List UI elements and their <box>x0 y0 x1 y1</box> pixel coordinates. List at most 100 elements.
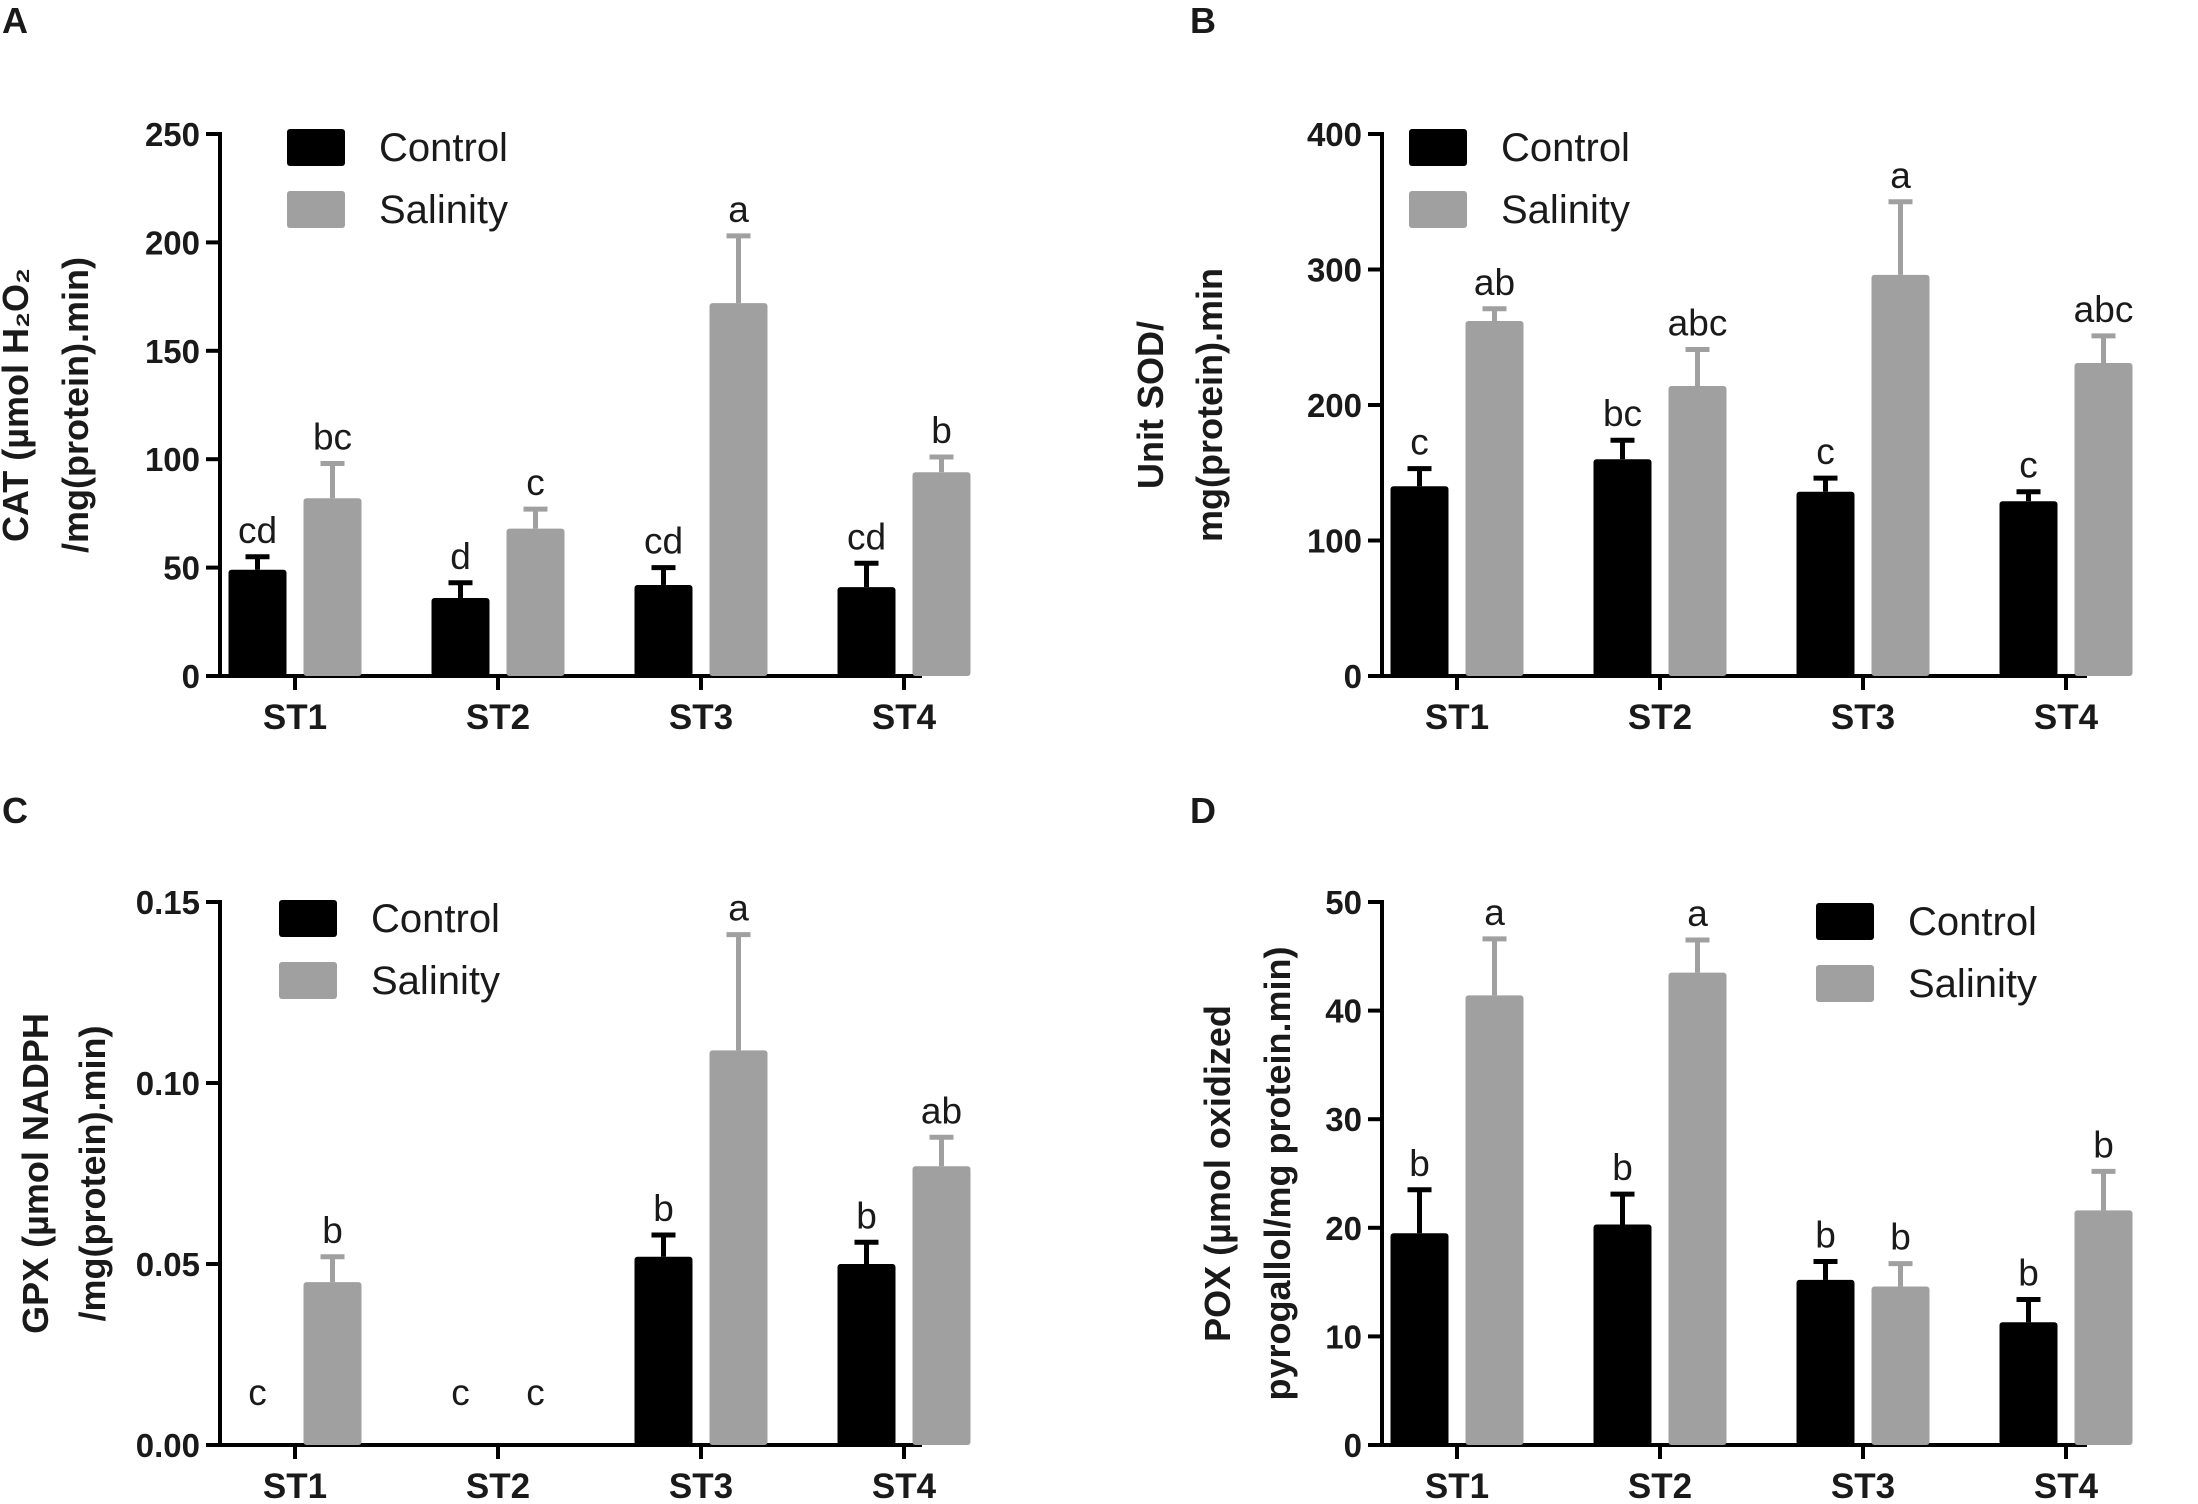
bar-salinity <box>506 528 565 676</box>
legend-label-salinity: Salinity <box>379 188 508 232</box>
y-tick-label: 50 <box>163 550 200 587</box>
x-tick-label: ST4 <box>872 698 937 737</box>
y-tick-label: 40 <box>1325 993 1362 1030</box>
bar-salinity <box>1668 972 1727 1445</box>
significance-label: cd <box>238 510 277 551</box>
y-tick-label: 0.10 <box>136 1065 200 1102</box>
significance-label: c <box>1410 422 1429 463</box>
y-tick-label: 50 <box>1325 884 1362 921</box>
y-axis-title: Unit SOD/ <box>1130 321 1171 489</box>
bar-control <box>1999 1322 2058 1445</box>
legend-swatch-control <box>1816 903 1874 940</box>
x-tick-label: ST1 <box>1425 698 1489 737</box>
y-tick-label: 200 <box>145 224 200 261</box>
significance-label: abc <box>1668 302 1728 343</box>
bar-salinity <box>1465 320 1524 676</box>
legend-label-control: Control <box>1501 126 1630 170</box>
x-tick-label: ST3 <box>1831 698 1895 737</box>
significance-label: b <box>653 1188 674 1229</box>
x-tick-label: ST3 <box>1831 1467 1895 1504</box>
legend-swatch-control <box>1409 129 1467 166</box>
bar-salinity <box>303 1282 362 1445</box>
significance-label: ab <box>1474 262 1515 303</box>
bar-control <box>1796 491 1855 676</box>
y-axis-title: /mg(protein).min) <box>72 1026 113 1322</box>
bar-salinity <box>709 303 768 676</box>
x-tick-label: ST2 <box>466 1467 530 1504</box>
x-tick-label: ST1 <box>263 698 327 737</box>
bar-salinity <box>2074 1210 2133 1445</box>
x-tick-label: ST1 <box>263 1467 327 1504</box>
bar-control <box>1999 501 2058 676</box>
y-tick-label: 400 <box>1307 116 1362 153</box>
bar-control <box>1593 459 1652 676</box>
x-tick-label: ST2 <box>1628 698 1692 737</box>
legend-swatch-salinity <box>279 962 337 999</box>
panel-d: D 0 10 20 30 40 50 ST1 ST2 ST3 ST4 POX (µmol oxidiz… <box>1190 790 2133 1504</box>
panel-b: B 0 100 200 300 400 ST1 ST2 ST3 ST4 Unit SOD/mg(pr… <box>1130 0 2133 737</box>
y-axis-title: mg(protein).min <box>1189 268 1230 542</box>
legend-swatch-salinity <box>1409 191 1467 228</box>
y-tick-label: 200 <box>1307 387 1362 424</box>
significance-label: cd <box>847 516 886 557</box>
panel-letter: A <box>2 0 28 41</box>
bar-control <box>634 1256 693 1445</box>
panel-letter: C <box>2 790 28 831</box>
x-tick-label: ST1 <box>1425 1467 1489 1504</box>
significance-label: a <box>1484 892 1505 933</box>
significance-label: c <box>1816 431 1835 472</box>
bar-control <box>1796 1279 1855 1445</box>
y-axis-title: GPX (µmol NADPH <box>15 1013 56 1334</box>
significance-label: abc <box>2074 289 2134 330</box>
x-tick-label: ST3 <box>669 698 733 737</box>
y-tick-label: 0.15 <box>136 884 200 921</box>
y-tick-label: 20 <box>1325 1210 1362 1247</box>
bar-salinity <box>709 1050 768 1445</box>
bar-control <box>228 569 287 676</box>
y-tick-label: 0 <box>1344 1427 1362 1464</box>
significance-label: bc <box>313 417 352 458</box>
y-tick-label: 300 <box>1307 252 1362 289</box>
legend-swatch-control <box>279 900 337 937</box>
significance-label: b <box>1890 1217 1911 1258</box>
significance-label: c <box>526 462 545 503</box>
y-tick-label: 0.05 <box>136 1246 200 1283</box>
y-axis-title: pyrogallol/mg protein.min) <box>1257 946 1298 1400</box>
x-tick-label: ST3 <box>669 1467 733 1504</box>
significance-label: b <box>1612 1147 1633 1188</box>
panel-letter: B <box>1190 0 1216 41</box>
y-tick-label: 100 <box>145 441 200 478</box>
x-tick-label: ST4 <box>2034 698 2099 737</box>
significance-label: b <box>931 410 952 451</box>
legend-label-control: Control <box>371 897 500 941</box>
bar-salinity <box>1871 274 1930 676</box>
x-tick-label: ST4 <box>2034 1467 2099 1504</box>
bar-salinity <box>1871 1286 1930 1445</box>
significance-label: b <box>322 1210 343 1251</box>
significance-label: a <box>728 189 749 230</box>
bar-salinity <box>1668 386 1727 676</box>
significance-label: a <box>1890 155 1911 196</box>
legend-label-control: Control <box>1908 900 2037 944</box>
bar-salinity <box>303 498 362 676</box>
legend-swatch-salinity <box>1816 965 1874 1002</box>
significance-label: b <box>2093 1124 2114 1165</box>
panel-a: A 0 50 100 150 200 250 ST1 ST2 ST3 ST4 CAT (µmol H₂… <box>0 0 971 737</box>
y-tick-label: 100 <box>1307 523 1362 560</box>
legend-swatch-control <box>287 129 345 166</box>
significance-label: bc <box>1603 393 1642 434</box>
bar-salinity <box>912 472 971 676</box>
significance-label: c <box>451 1372 470 1413</box>
y-axis-title: POX (µmol oxidized <box>1197 1005 1238 1342</box>
legend-label-salinity: Salinity <box>371 959 500 1003</box>
bar-salinity <box>2074 362 2133 676</box>
bar-control <box>634 584 693 676</box>
bar-control <box>837 587 896 676</box>
significance-label: cd <box>644 521 683 562</box>
y-tick-label: 0 <box>182 658 200 695</box>
significance-label: b <box>2018 1252 2039 1293</box>
significance-label: c <box>526 1372 545 1413</box>
legend-swatch-salinity <box>287 191 345 228</box>
